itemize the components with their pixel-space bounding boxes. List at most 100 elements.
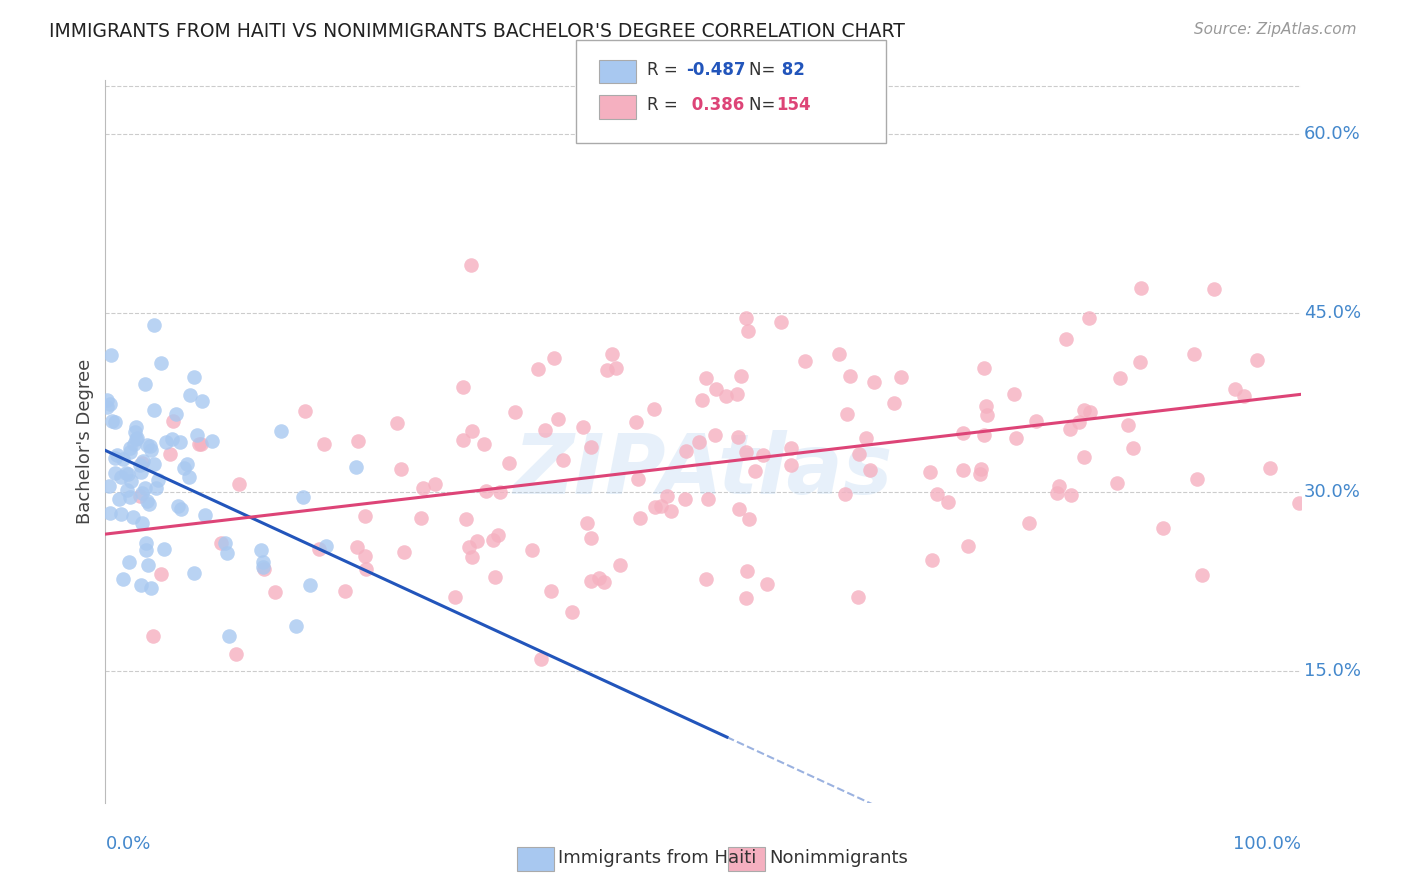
- Point: [952, 463, 974, 477]
- Point: [209, 535, 232, 549]
- Point: [628, 511, 651, 525]
- Point: [486, 528, 509, 542]
- Point: [125, 420, 148, 434]
- Point: [1129, 281, 1152, 295]
- Point: [132, 454, 155, 468]
- Point: [111, 452, 134, 467]
- Text: 82: 82: [776, 61, 806, 78]
- Point: [673, 491, 696, 506]
- Point: [697, 492, 720, 507]
- Point: [828, 347, 851, 361]
- Point: [190, 436, 212, 450]
- Point: [177, 470, 200, 484]
- Point: [834, 487, 856, 501]
- Point: [412, 481, 434, 495]
- Point: [136, 438, 159, 452]
- Point: [793, 353, 815, 368]
- Point: [96, 401, 118, 415]
- Point: [579, 531, 602, 545]
- Point: [737, 324, 759, 338]
- Point: [1073, 403, 1095, 417]
- Point: [835, 407, 858, 421]
- Point: [125, 432, 148, 446]
- Point: [150, 356, 173, 370]
- Point: [120, 444, 142, 458]
- Point: [122, 437, 145, 451]
- Point: [291, 490, 314, 504]
- Point: [155, 435, 177, 450]
- Point: [692, 392, 714, 407]
- Point: [728, 502, 751, 516]
- Point: [643, 402, 665, 417]
- Point: [1047, 479, 1070, 493]
- Point: [165, 407, 187, 421]
- Point: [1078, 404, 1101, 418]
- Point: [104, 451, 127, 466]
- Point: [650, 500, 672, 514]
- Text: 30.0%: 30.0%: [1305, 483, 1361, 501]
- Point: [1204, 282, 1226, 296]
- Point: [443, 591, 465, 605]
- Point: [714, 389, 737, 403]
- Point: [627, 472, 650, 486]
- Point: [136, 558, 159, 572]
- Point: [117, 467, 139, 481]
- Text: 60.0%: 60.0%: [1305, 125, 1361, 143]
- Point: [588, 570, 610, 584]
- Point: [530, 652, 553, 666]
- Text: 100.0%: 100.0%: [1233, 835, 1301, 854]
- Point: [1129, 355, 1152, 369]
- Point: [456, 512, 478, 526]
- Point: [100, 347, 122, 361]
- Point: [179, 388, 201, 402]
- Point: [730, 369, 752, 384]
- Point: [354, 562, 377, 576]
- Point: [579, 574, 602, 589]
- Point: [129, 458, 152, 473]
- Point: [1046, 485, 1069, 500]
- Point: [498, 456, 520, 470]
- Text: 0.0%: 0.0%: [105, 835, 150, 854]
- Point: [605, 361, 627, 376]
- Point: [146, 473, 169, 487]
- Point: [704, 383, 727, 397]
- Point: [190, 394, 212, 409]
- Point: [1059, 422, 1081, 436]
- Point: [110, 470, 132, 484]
- Text: 154: 154: [776, 96, 811, 114]
- Point: [734, 591, 756, 605]
- Point: [540, 584, 562, 599]
- Point: [333, 583, 356, 598]
- Text: IMMIGRANTS FROM HAITI VS NONIMMIGRANTS BACHELOR'S DEGREE CORRELATION CHART: IMMIGRANTS FROM HAITI VS NONIMMIGRANTS B…: [49, 22, 905, 41]
- Point: [112, 572, 135, 586]
- Point: [389, 462, 412, 476]
- Point: [139, 582, 162, 596]
- Point: [354, 509, 377, 524]
- Point: [141, 442, 163, 457]
- Point: [534, 424, 557, 438]
- Point: [131, 516, 153, 530]
- Point: [609, 558, 631, 572]
- Point: [344, 460, 367, 475]
- Point: [624, 415, 647, 429]
- Point: [143, 402, 166, 417]
- Point: [214, 536, 236, 550]
- Y-axis label: Bachelor's Degree: Bachelor's Degree: [76, 359, 94, 524]
- Point: [145, 481, 167, 495]
- Point: [143, 458, 166, 472]
- Point: [105, 448, 128, 462]
- Point: [118, 490, 141, 504]
- Point: [124, 425, 146, 440]
- Point: [228, 476, 250, 491]
- Point: [139, 439, 162, 453]
- Point: [215, 546, 238, 560]
- Point: [735, 310, 758, 325]
- Point: [135, 543, 157, 558]
- Point: [725, 386, 748, 401]
- Point: [883, 396, 905, 410]
- Point: [543, 351, 565, 365]
- Text: 0.386: 0.386: [686, 96, 744, 114]
- Point: [1122, 441, 1144, 455]
- Text: 15.0%: 15.0%: [1305, 663, 1361, 681]
- Point: [846, 591, 869, 605]
